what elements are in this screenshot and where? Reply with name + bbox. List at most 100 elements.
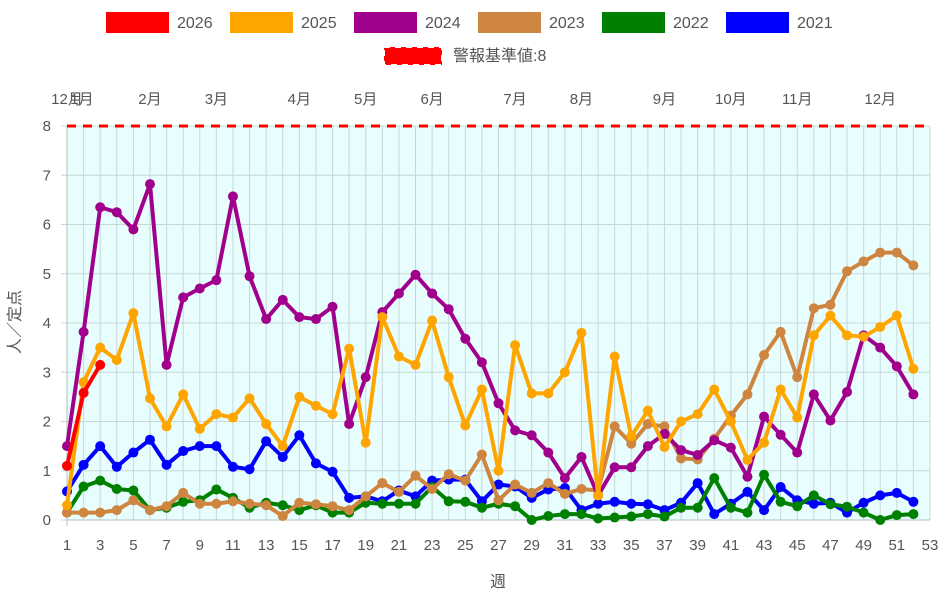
legend-label: 2022 [673, 15, 709, 32]
series-line-2022 [65, 472, 916, 522]
month-label: 8月 [570, 91, 593, 108]
data-point [95, 342, 106, 353]
data-point [825, 310, 836, 321]
data-point [277, 500, 288, 511]
data-point [261, 418, 272, 429]
data-point [808, 490, 819, 501]
data-point [792, 372, 803, 383]
data-point [95, 475, 106, 486]
data-point [310, 314, 321, 325]
x-tick-label: 41 [723, 537, 740, 554]
data-point [609, 462, 620, 473]
series-group [62, 179, 919, 525]
x-tick-label: 53 [922, 537, 939, 554]
data-point [808, 303, 819, 314]
data-point [62, 500, 72, 511]
data-point [642, 441, 653, 452]
legend-label: 2024 [425, 15, 461, 32]
x-tick-label: 49 [855, 537, 872, 554]
data-point [427, 483, 438, 494]
data-point [128, 485, 139, 496]
data-point [891, 487, 902, 498]
month-label: 11月 [782, 91, 813, 108]
legend-item-2024: 2024 [354, 12, 461, 33]
y-tick-label: 5 [43, 266, 51, 283]
data-point [526, 515, 537, 525]
data-point [609, 351, 620, 362]
data-point [642, 418, 653, 429]
data-point [344, 418, 355, 429]
data-point [111, 207, 122, 218]
data-point [128, 495, 139, 506]
y-tick-label: 2 [43, 414, 51, 431]
x-tick-label: 39 [689, 537, 706, 554]
month-label: 6月 [420, 91, 443, 108]
data-point [460, 496, 471, 507]
data-point [161, 421, 172, 432]
x-tick-label: 11 [225, 537, 241, 554]
legend-item-2026: 2026 [106, 12, 213, 33]
x-tick-label: 35 [623, 537, 640, 554]
data-point [410, 269, 421, 280]
x-tick-label: 13 [258, 537, 275, 554]
data-point [161, 501, 172, 512]
data-point [709, 509, 720, 520]
data-point [659, 428, 670, 439]
data-point [891, 361, 902, 372]
data-point [443, 469, 454, 480]
data-point [742, 507, 753, 518]
data-point [227, 461, 238, 472]
data-point [443, 372, 454, 383]
data-point [510, 340, 521, 351]
data-point [792, 501, 803, 512]
data-point [294, 505, 305, 516]
legend-item-2023: 2023 [478, 12, 585, 33]
data-point [858, 497, 869, 508]
data-point [908, 260, 919, 271]
data-point [493, 398, 504, 409]
data-point [227, 496, 238, 507]
data-point [626, 462, 637, 473]
x-tick-label: 15 [291, 537, 308, 554]
data-point [95, 359, 106, 370]
legend-label: 2025 [301, 15, 337, 32]
data-point [626, 498, 637, 509]
data-point [78, 459, 89, 470]
legend-item-threshold: 警報基準値:8 [383, 46, 546, 66]
series-2023 [62, 247, 919, 522]
data-point [95, 202, 106, 213]
legend-label: 2023 [549, 15, 585, 32]
data-point [211, 275, 222, 286]
data-point [277, 441, 288, 452]
data-point [510, 479, 521, 490]
data-point [294, 497, 305, 508]
data-point [128, 224, 139, 235]
data-point [161, 459, 172, 470]
data-point [476, 502, 487, 513]
data-point [875, 321, 886, 332]
data-point [493, 465, 504, 476]
data-point [78, 387, 89, 398]
data-point [377, 478, 388, 489]
data-point [543, 511, 554, 522]
grid [61, 125, 931, 526]
data-point [775, 384, 786, 395]
legend-swatch [602, 12, 665, 33]
data-point [128, 308, 139, 319]
x-tick-label: 27 [490, 537, 507, 554]
data-point [858, 507, 869, 518]
month-label: 4月 [288, 91, 311, 108]
data-point [676, 502, 687, 513]
data-point [460, 420, 471, 431]
data-point [609, 421, 620, 432]
data-point [775, 496, 786, 507]
y-tick-label: 8 [43, 118, 51, 135]
data-point [78, 326, 89, 337]
data-point [244, 498, 255, 509]
data-point [875, 342, 886, 353]
x-axis-title: 週 [490, 573, 506, 591]
data-point [427, 315, 438, 326]
data-point [808, 389, 819, 400]
data-point [111, 354, 122, 365]
data-point [576, 509, 587, 520]
